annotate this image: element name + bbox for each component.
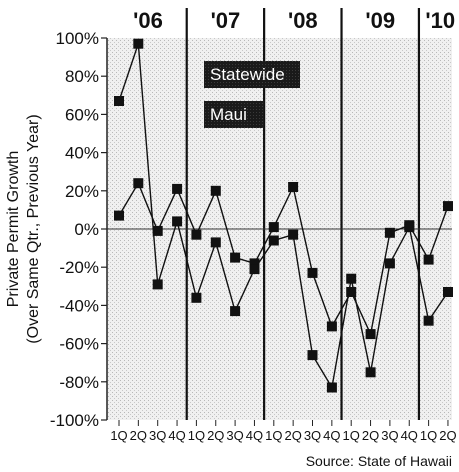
data-point-statewide [346,287,357,297]
y-tick-label: 80% [65,67,99,86]
year-label: '07 [211,8,241,33]
x-tick-label: 4Q [401,428,418,443]
data-point-statewide [326,321,337,332]
x-tick-label: 3Q [381,428,398,443]
x-tick-label: 2Q [207,428,224,443]
x-tick-label: 2Q [284,428,301,443]
legend-swatch-maui [204,101,264,128]
data-point-statewide [191,229,202,240]
data-point-maui [172,216,183,227]
legend-swatch-statewide [204,61,300,88]
data-point-maui [404,222,415,233]
data-point-statewide [152,225,163,236]
x-tick-label: 3Q [304,428,321,443]
x-tick-label: 4Q [168,428,185,443]
data-point-maui [384,258,395,269]
data-point-maui [288,229,299,240]
data-point-maui [346,273,357,284]
year-label: '06 [133,8,163,33]
x-tick-label: 1Q [265,428,282,443]
legend: Statewide Maui [204,61,300,128]
data-point-statewide [423,254,434,265]
data-point-statewide [249,258,260,269]
y-tick-label: 40% [65,144,99,163]
x-tick-label: 1Q [343,428,360,443]
data-point-statewide [443,201,453,212]
data-point-maui [423,315,434,326]
x-tick-label: 4Q [323,428,340,443]
x-tick-label: 1Q [110,428,127,443]
data-point-statewide [365,329,376,340]
data-point-maui [326,382,337,393]
data-point-maui [230,306,241,317]
data-point-maui [443,287,453,297]
series-layer [114,38,453,393]
x-tick-label: 3Q [149,428,166,443]
y-tick-label: 0% [74,220,99,239]
y-tick-label: -40% [59,296,99,315]
data-point-statewide [133,178,144,189]
year-labels: '06 '07 '08 '09 '10 [133,8,455,33]
legend-label-maui: Maui [210,105,247,124]
data-point-maui [191,292,202,303]
data-point-maui [365,367,376,378]
data-point-statewide [384,227,395,238]
data-point-statewide [114,210,124,221]
y-tick-label: -80% [59,373,99,392]
y-axis-label-line2: (Over Same Qtr., Previous Year) [25,114,42,343]
year-label: '09 [365,8,395,33]
data-point-maui [268,235,279,246]
data-point-statewide [230,252,241,263]
y-axis-ticks: 100% 80% 60% 40% 20% 0% -20% -40% -60% -80% -100% [50,29,107,430]
x-tick-label: 2Q [130,428,147,443]
data-point-statewide [172,183,183,194]
data-point-maui [152,279,163,290]
year-label: '08 [288,8,318,33]
x-tick-label: 2Q [439,428,456,443]
year-label: '10 [425,8,455,33]
source-note: Source: State of Hawaii [306,453,452,469]
x-tick-label: 3Q [226,428,243,443]
legend-label-statewide: Statewide [210,65,285,84]
data-point-maui [210,237,221,248]
x-tick-label: 4Q [246,428,263,443]
data-point-statewide [307,267,318,278]
x-tick-label: 2Q [362,428,379,443]
data-point-maui [133,38,144,49]
x-tick-label: 1Q [188,428,205,443]
y-tick-label: 100% [56,29,99,48]
series-line-maui [118,43,449,390]
y-tick-label: -100% [50,411,99,430]
y-tick-label: -20% [59,258,99,277]
x-axis-quarter-ticks: 1Q 2Q 3Q 4Q 1Q 2Q 3Q 4Q 1Q 2Q 3Q 4Q 1Q 2Q 3Q 4Q 1Q 2Q [110,420,457,443]
y-tick-label: 60% [65,105,99,124]
data-point-maui [307,350,318,361]
data-point-statewide [288,182,299,192]
data-point-maui [114,96,124,106]
y-tick-label: 20% [65,182,99,201]
data-point-statewide [210,185,221,196]
y-tick-label: -60% [59,335,99,354]
y-axis-label-line1: Private Permit Growth [5,151,22,307]
data-point-maui [249,264,260,275]
x-tick-label: 1Q [420,428,437,443]
data-point-statewide [268,222,279,233]
